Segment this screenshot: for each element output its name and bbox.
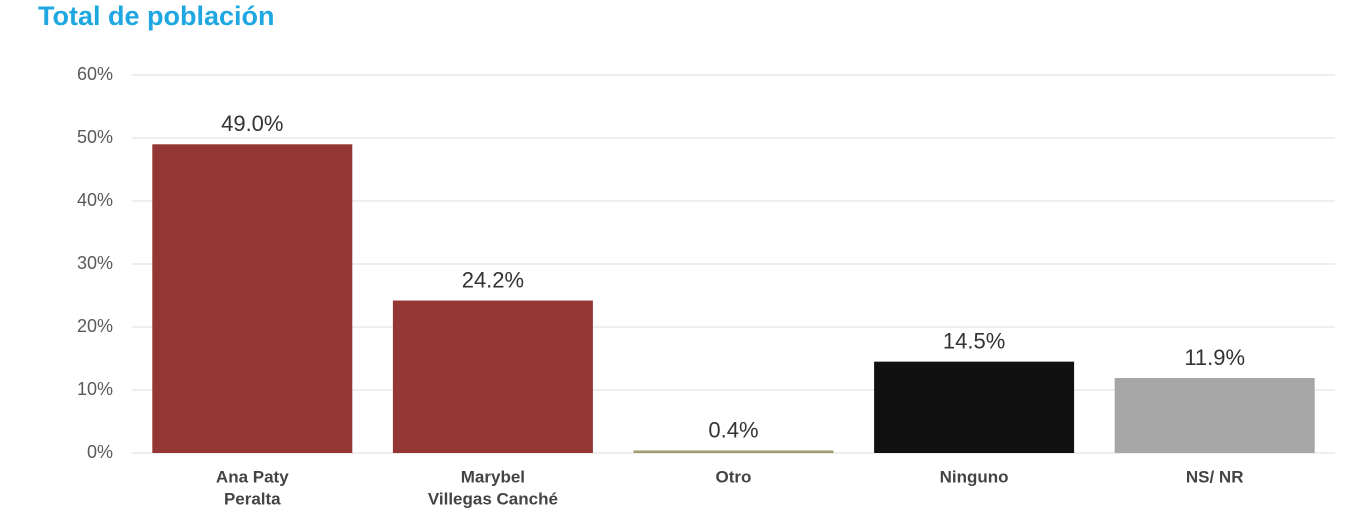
value-label: 11.9% [1184, 345, 1245, 370]
x-tick-label: NS/ NR [1186, 467, 1244, 486]
bar [1114, 378, 1315, 453]
chart-title: Total de población [38, 1, 275, 31]
x-tick-label: Otro [716, 467, 752, 486]
y-tick-label: 50% [77, 127, 113, 147]
value-label: 14.5% [943, 328, 1005, 353]
value-label: 24.2% [462, 267, 524, 292]
bar [633, 450, 834, 453]
y-tick-label: 40% [77, 190, 113, 210]
x-tick-label: Peralta [224, 489, 281, 508]
y-tick-label: 30% [77, 253, 113, 273]
y-tick-label: 0% [87, 442, 113, 462]
x-tick-label: Ninguno [940, 467, 1009, 486]
y-tick-label: 10% [77, 379, 113, 399]
x-tick-label: Ana Paty [216, 467, 289, 486]
y-tick-label: 60% [77, 64, 113, 84]
value-label: 0.4% [708, 417, 758, 442]
bar [392, 300, 593, 453]
bar [152, 144, 353, 454]
y-tick-label: 20% [77, 316, 113, 336]
value-label: 49.0% [221, 111, 283, 136]
x-tick-label: Villegas Canché [428, 489, 558, 508]
bar [874, 361, 1075, 453]
x-tick-label: Marybel [461, 467, 525, 486]
